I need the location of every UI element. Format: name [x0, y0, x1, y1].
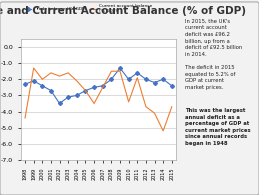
Text: In 2015, the UK's
current account
deficit was £96.2
billion, up from a
deficit o: In 2015, the UK's current account defici…	[185, 19, 242, 96]
Legend: Trade balance (%, GDP), Current account balance
(% GDP): Trade balance (%, GDP), Current account …	[23, 3, 154, 15]
Text: This was the largest
annual deficit as a
percentage of GDP at
current market pri: This was the largest annual deficit as a…	[185, 108, 251, 146]
Text: UK Trade and Current Account Balance (% of GDP): UK Trade and Current Account Balance (% …	[0, 6, 246, 16]
